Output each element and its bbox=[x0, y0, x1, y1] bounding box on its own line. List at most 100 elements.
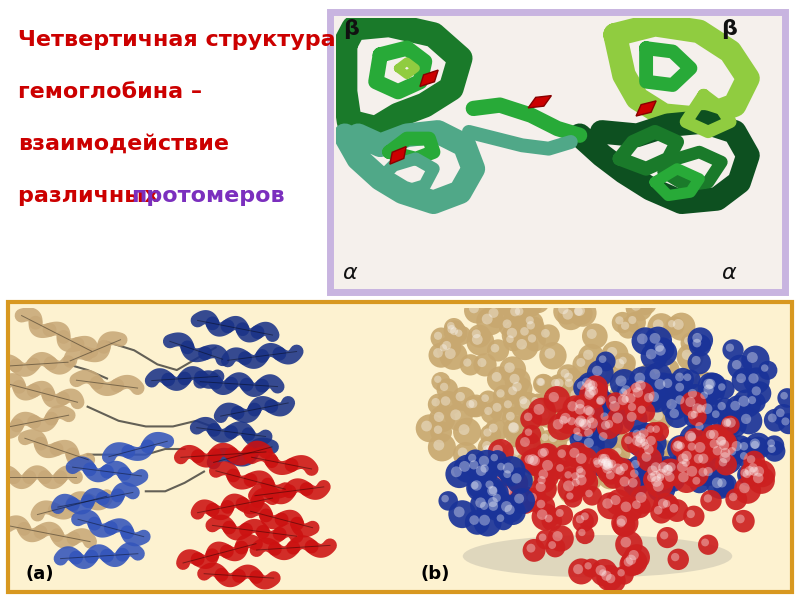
Point bbox=[511, 376, 524, 386]
Point bbox=[574, 454, 587, 463]
Point bbox=[502, 301, 515, 311]
Point bbox=[506, 328, 518, 338]
Point bbox=[603, 573, 616, 583]
Point bbox=[680, 475, 693, 484]
Point bbox=[528, 545, 541, 555]
Point bbox=[484, 316, 497, 326]
Point bbox=[433, 412, 446, 422]
Point bbox=[565, 472, 578, 482]
Point bbox=[721, 418, 734, 428]
Point bbox=[500, 456, 513, 466]
Point bbox=[454, 392, 466, 401]
Point bbox=[674, 445, 687, 454]
Point bbox=[474, 483, 486, 493]
Point bbox=[599, 456, 612, 466]
Point bbox=[420, 421, 433, 431]
Text: β: β bbox=[342, 19, 358, 39]
Point bbox=[611, 446, 624, 456]
Point bbox=[544, 463, 557, 472]
Point bbox=[674, 444, 687, 454]
Point bbox=[620, 390, 633, 400]
Point bbox=[691, 333, 704, 343]
Point bbox=[602, 459, 614, 469]
Point bbox=[487, 308, 500, 318]
Point bbox=[604, 574, 617, 583]
Polygon shape bbox=[390, 146, 406, 164]
Point bbox=[729, 449, 742, 458]
Point bbox=[490, 503, 502, 513]
Point bbox=[614, 518, 627, 528]
Point bbox=[453, 469, 466, 479]
Point bbox=[686, 466, 698, 476]
Point bbox=[448, 326, 461, 336]
Point bbox=[656, 344, 669, 354]
Point bbox=[707, 382, 720, 391]
Point bbox=[743, 466, 756, 476]
Point bbox=[602, 422, 615, 432]
Point bbox=[746, 469, 759, 478]
Point bbox=[610, 434, 622, 444]
Point bbox=[656, 457, 669, 467]
Point bbox=[665, 467, 678, 476]
Point bbox=[538, 380, 550, 389]
Point bbox=[489, 343, 502, 353]
Point bbox=[474, 498, 487, 508]
Point bbox=[653, 455, 666, 464]
Point bbox=[672, 554, 685, 564]
Point bbox=[684, 375, 697, 385]
Point bbox=[748, 457, 761, 466]
Text: гемоглобина –: гемоглобина – bbox=[18, 82, 202, 102]
FancyBboxPatch shape bbox=[330, 12, 785, 292]
Point bbox=[474, 337, 486, 346]
Point bbox=[568, 448, 581, 458]
Point bbox=[517, 395, 530, 405]
Point bbox=[651, 463, 664, 472]
Point bbox=[555, 449, 568, 458]
Point bbox=[478, 456, 490, 466]
Point bbox=[432, 331, 445, 341]
Point bbox=[489, 488, 502, 498]
Point bbox=[467, 304, 480, 313]
Point bbox=[626, 315, 638, 325]
Point bbox=[501, 469, 514, 479]
Point bbox=[457, 394, 470, 404]
Point bbox=[650, 476, 663, 486]
Point bbox=[431, 348, 444, 358]
Point bbox=[661, 466, 674, 475]
Point bbox=[705, 496, 718, 505]
Point bbox=[552, 381, 565, 391]
Point bbox=[543, 460, 556, 470]
Point bbox=[752, 441, 765, 451]
Point bbox=[690, 338, 703, 348]
Point bbox=[539, 468, 552, 478]
Point bbox=[587, 417, 600, 427]
Point bbox=[486, 482, 499, 491]
Point bbox=[611, 404, 624, 413]
Point bbox=[689, 412, 702, 422]
Point bbox=[518, 398, 531, 408]
Point bbox=[645, 395, 658, 405]
Point bbox=[665, 462, 678, 472]
Point bbox=[669, 552, 682, 562]
Point bbox=[589, 370, 602, 379]
Point bbox=[498, 464, 510, 473]
Point bbox=[484, 430, 497, 440]
Point bbox=[614, 390, 626, 400]
Point bbox=[720, 418, 733, 427]
Point bbox=[506, 337, 519, 346]
Point bbox=[494, 514, 507, 523]
Point bbox=[645, 473, 658, 482]
Point bbox=[606, 347, 618, 357]
Point bbox=[727, 420, 740, 430]
Point bbox=[651, 372, 664, 382]
Point bbox=[529, 464, 542, 473]
Point bbox=[565, 416, 578, 426]
Point bbox=[450, 467, 462, 476]
Point bbox=[469, 455, 482, 465]
Point bbox=[654, 465, 667, 475]
Point bbox=[601, 403, 614, 413]
Point bbox=[556, 426, 569, 436]
Point bbox=[614, 415, 627, 425]
Point bbox=[766, 444, 778, 454]
Point bbox=[546, 516, 558, 526]
